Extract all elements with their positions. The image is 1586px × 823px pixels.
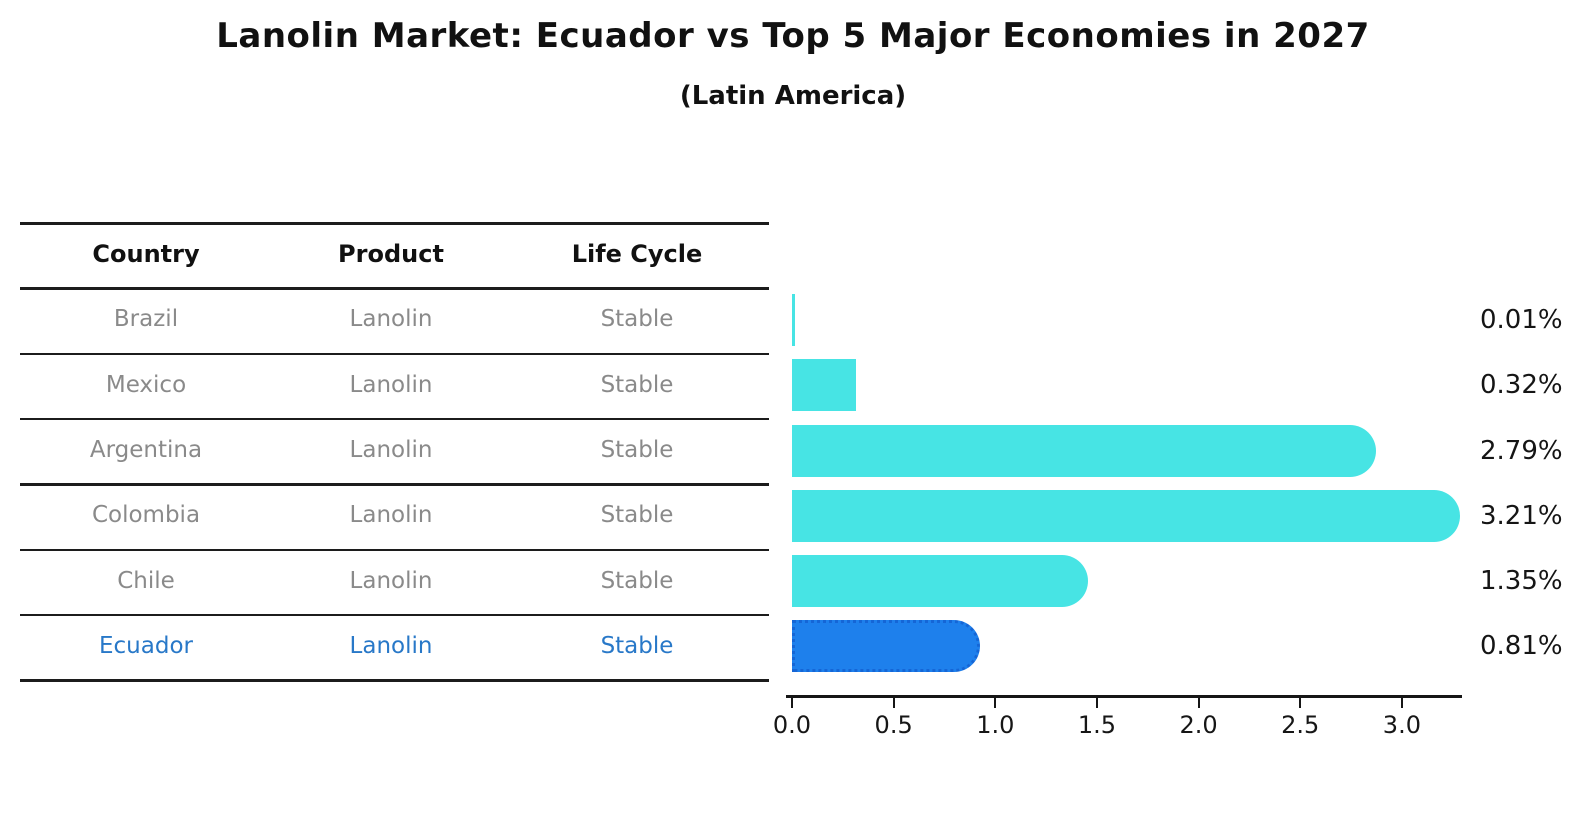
table-row-separator xyxy=(20,417,769,421)
table-cell-country: Brazil xyxy=(113,306,179,333)
table-row-separator xyxy=(20,352,769,356)
x-axis-line xyxy=(786,695,1462,698)
table-cell-life_cycle: Stable xyxy=(600,632,674,659)
table-cell-country: Argentina xyxy=(89,436,203,463)
table-row-separator xyxy=(20,679,769,682)
x-axis-tick-label: 1.5 xyxy=(1077,711,1117,739)
x-axis-tick-label: 2.0 xyxy=(1179,711,1218,739)
bar-value-label: 1.35% xyxy=(1480,566,1563,597)
bar-argentina xyxy=(792,424,1376,477)
table-cell-country: Chile xyxy=(117,567,175,594)
table-cell-country: Colombia xyxy=(91,502,201,529)
bar-ecuador-highlighted xyxy=(792,620,980,673)
table-header-product: Product xyxy=(338,240,444,268)
table-cell-product: Lanolin xyxy=(349,632,433,659)
bar-value-label: 3.21% xyxy=(1480,500,1563,531)
bar-chile xyxy=(792,555,1088,608)
chart-subtitle: (Latin America) xyxy=(679,81,907,111)
table-cell-product: Lanolin xyxy=(349,436,433,463)
bar-value-label: 2.79% xyxy=(1480,435,1563,466)
x-axis-tick xyxy=(1095,697,1098,708)
bar-value-label: 0.32% xyxy=(1480,370,1563,401)
x-axis-tick xyxy=(1299,697,1302,708)
x-axis-tick-label: 1.0 xyxy=(976,711,1015,739)
table-cell-product: Lanolin xyxy=(349,502,433,529)
bar-value-label: 0.01% xyxy=(1480,304,1563,335)
x-axis-tick-label: 2.5 xyxy=(1281,711,1320,739)
table-cell-life_cycle: Stable xyxy=(600,371,674,398)
x-axis-tick xyxy=(994,697,997,708)
bar-mexico xyxy=(792,359,856,412)
bar-brazil xyxy=(792,293,795,346)
chart-title: Lanolin Market: Ecuador vs Top 5 Major E… xyxy=(216,16,1370,56)
table-cell-product: Lanolin xyxy=(349,567,433,594)
table-cell-product: Lanolin xyxy=(349,371,433,398)
table-row-separator xyxy=(20,222,769,225)
table-row-separator xyxy=(20,287,769,290)
bar-colombia xyxy=(792,489,1460,542)
table-cell-country: Ecuador xyxy=(99,632,193,659)
table-row-separator xyxy=(20,483,769,486)
x-axis-tick-label: 0.0 xyxy=(772,711,812,739)
table-header-life-cycle: Life Cycle xyxy=(571,240,703,268)
table-cell-life_cycle: Stable xyxy=(600,502,674,529)
table-cell-life_cycle: Stable xyxy=(600,436,674,463)
bar-value-label: 0.81% xyxy=(1480,631,1563,662)
x-axis-tick xyxy=(892,697,895,708)
x-axis-tick xyxy=(1400,697,1403,708)
x-axis-tick xyxy=(791,697,793,708)
table-row-separator xyxy=(20,613,769,617)
table-header-country: Country xyxy=(92,240,200,268)
x-axis-tick-label: 3.0 xyxy=(1382,711,1421,739)
table-cell-country: Mexico xyxy=(105,371,187,398)
table-cell-life_cycle: Stable xyxy=(600,567,674,594)
table-cell-product: Lanolin xyxy=(349,306,433,333)
table-cell-life_cycle: Stable xyxy=(600,306,674,333)
x-axis-tick xyxy=(1197,697,1200,708)
x-axis-tick-label: 0.5 xyxy=(874,711,913,739)
table-row-separator xyxy=(20,548,769,551)
